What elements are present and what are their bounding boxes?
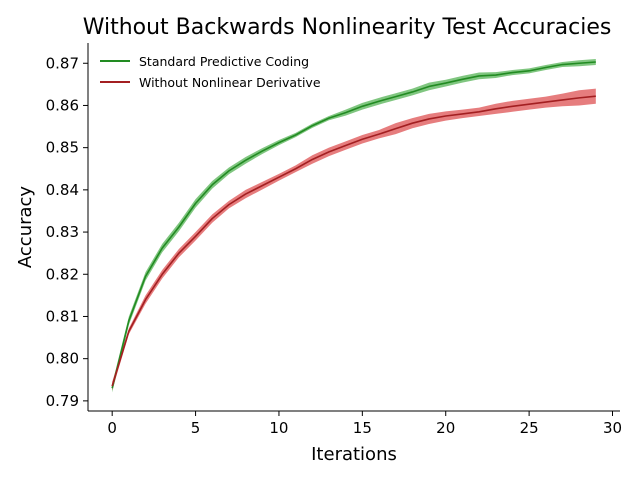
y-tick-label: 0.87 <box>46 54 79 72</box>
x-tick-label: 15 <box>353 419 372 437</box>
y-tick-label: 0.81 <box>46 307 79 325</box>
y-tick-label: 0.86 <box>46 96 79 114</box>
x-axis-ticks: 0 5 10 15 20 25 30 <box>107 411 622 437</box>
x-tick-label: 30 <box>603 419 622 437</box>
chart-title: Without Backwards Nonlinearity Test Accu… <box>83 15 612 40</box>
y-tick-label: 0.83 <box>46 223 79 241</box>
y-tick-label: 0.79 <box>46 392 79 410</box>
x-tick-label: 25 <box>520 419 539 437</box>
legend-label-standard: Standard Predictive Coding <box>139 54 309 69</box>
series-lines <box>111 61 596 389</box>
band-without-nonlinear <box>112 88 596 391</box>
x-tick-label: 20 <box>436 419 455 437</box>
x-tick-label: 5 <box>191 419 201 437</box>
line-without-nonlinear <box>111 95 596 387</box>
y-tick-label: 0.84 <box>46 181 79 199</box>
legend: Standard Predictive Coding Without Nonli… <box>100 54 321 90</box>
y-axis-ticks: 0.79 0.80 0.81 0.82 0.83 0.84 0.85 0.86 0.87 <box>46 54 88 410</box>
y-axis-label: Accuracy <box>15 186 36 269</box>
y-tick-label: 0.80 <box>46 350 79 368</box>
x-axis-label: Iterations <box>311 444 397 465</box>
y-tick-label: 0.85 <box>46 139 79 157</box>
y-tick-label: 0.82 <box>46 265 79 283</box>
legend-label-without-nonlinear: Without Nonlinear Derivative <box>139 75 321 90</box>
line-standard <box>111 61 596 389</box>
x-tick-label: 0 <box>107 419 117 437</box>
x-tick-label: 10 <box>269 419 288 437</box>
